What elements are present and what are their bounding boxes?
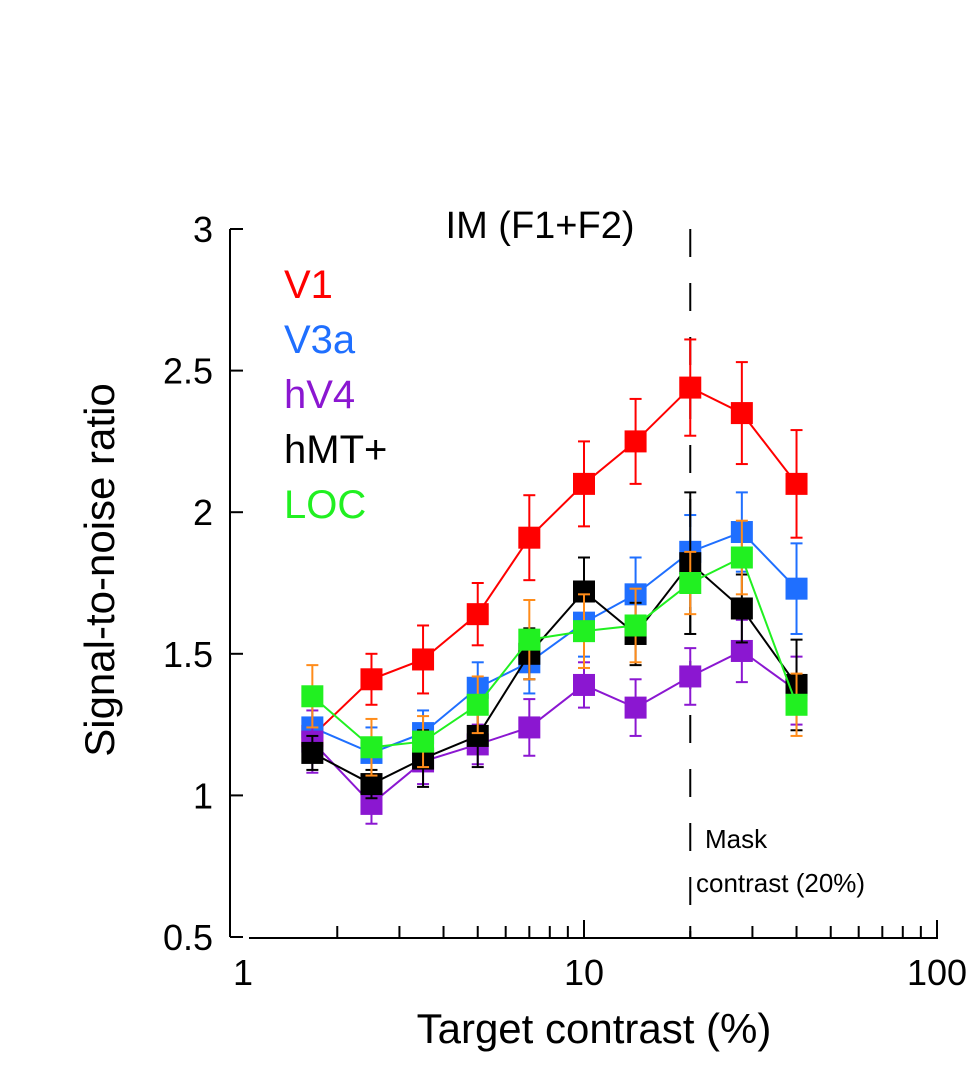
data-point [518, 628, 541, 651]
data-point [466, 603, 489, 626]
legend-entry: V3a [284, 318, 356, 362]
data-point [679, 376, 702, 399]
x-tick-label: 1 [233, 952, 253, 993]
data-point [730, 546, 753, 569]
data-point [624, 430, 647, 453]
legend: V1 V3a hV4 hMT+ LOC [284, 263, 387, 527]
legend-entry: hMT+ [284, 428, 387, 472]
data-point [360, 773, 383, 796]
data-point [573, 673, 595, 696]
mask-annotation-line2: contrast (20%) [696, 868, 865, 898]
data-point [360, 736, 383, 759]
series-line [311, 561, 798, 786]
data-point [785, 472, 808, 495]
data-point [785, 693, 808, 716]
series-line [311, 530, 798, 754]
data-point [624, 696, 647, 719]
data-point [412, 648, 435, 671]
x-tick-label: 10 [564, 952, 604, 993]
data-point [518, 526, 541, 549]
legend-entry: V1 [284, 263, 333, 307]
data-point [785, 577, 808, 600]
data-point [573, 620, 595, 643]
data-point [573, 472, 595, 495]
data-point [730, 402, 753, 425]
axes [229, 229, 938, 939]
series-group [301, 338, 808, 825]
chart-title: IM (F1+F2) [446, 205, 635, 247]
data-point [679, 572, 702, 594]
data-point [466, 724, 489, 747]
series-line [311, 649, 798, 806]
series-loc [301, 519, 808, 777]
y-tick-label: 0.5 [163, 917, 213, 958]
legend-entry: LOC [284, 483, 366, 527]
y-ticks: 0.5 1 1.5 2 2.5 3 [163, 209, 243, 958]
series-line [311, 386, 798, 737]
y-tick-label: 3 [193, 209, 213, 250]
y-axis-title: Signal-to-noise ratio [76, 383, 123, 757]
data-point [679, 665, 702, 688]
data-point [301, 741, 324, 764]
mask-annotation-line1: Mask [705, 824, 768, 854]
data-point [360, 668, 383, 691]
data-point [518, 716, 541, 739]
legend-entry: hV4 [284, 373, 355, 417]
data-point [573, 580, 595, 603]
data-point [301, 685, 324, 708]
data-point [730, 597, 753, 620]
data-point [412, 730, 435, 753]
y-tick-label: 2.5 [163, 351, 213, 392]
data-point [466, 693, 489, 716]
data-point [624, 614, 647, 637]
series-line [311, 556, 798, 749]
y-tick-label: 1.5 [163, 634, 213, 675]
x-tick-label: 100 [907, 952, 967, 993]
data-point [730, 639, 753, 662]
x-ticks: 1 10 100 [233, 920, 967, 993]
x-axis-title: Target contrast (%) [417, 1005, 772, 1052]
y-tick-label: 1 [193, 775, 213, 816]
y-tick-label: 2 [193, 492, 213, 533]
series-v1 [301, 338, 808, 754]
